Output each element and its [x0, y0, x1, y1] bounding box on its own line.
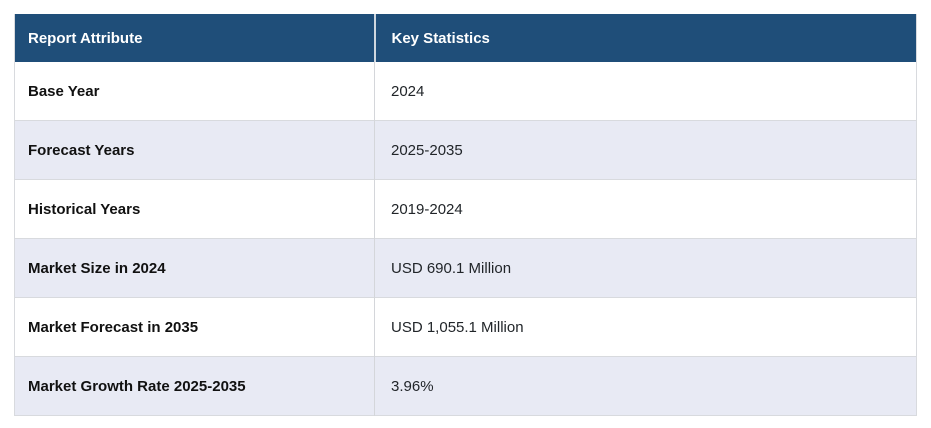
table-row: Historical Years 2019-2024: [14, 179, 917, 239]
attribute-cell: Base Year: [14, 62, 375, 121]
table-row: Market Forecast in 2035 USD 1,055.1 Mill…: [14, 297, 917, 357]
statistic-cell: USD 1,055.1 Million: [374, 297, 917, 357]
column-header-key-statistics: Key Statistics: [373, 14, 917, 62]
table-row: Base Year 2024: [14, 62, 917, 121]
attribute-cell: Market Growth Rate 2025-2035: [14, 356, 375, 416]
statistic-cell: 2019-2024: [374, 179, 917, 239]
attribute-cell: Historical Years: [14, 179, 375, 239]
attribute-cell: Forecast Years: [14, 120, 375, 180]
attribute-cell: Market Size in 2024: [14, 238, 375, 298]
statistic-cell: 3.96%: [374, 356, 917, 416]
table-row: Market Growth Rate 2025-2035 3.96%: [14, 356, 917, 416]
attribute-cell: Market Forecast in 2035: [14, 297, 375, 357]
statistic-cell: USD 690.1 Million: [374, 238, 917, 298]
key-statistics-table: Report Attribute Key Statistics Base Yea…: [14, 14, 917, 416]
statistic-cell: 2024: [374, 62, 917, 121]
table-row: Market Size in 2024 USD 690.1 Million: [14, 238, 917, 298]
statistic-cell: 2025-2035: [374, 120, 917, 180]
column-header-report-attribute: Report Attribute: [14, 14, 375, 62]
table-row: Forecast Years 2025-2035: [14, 120, 917, 180]
table-header-row: Report Attribute Key Statistics: [14, 14, 917, 62]
